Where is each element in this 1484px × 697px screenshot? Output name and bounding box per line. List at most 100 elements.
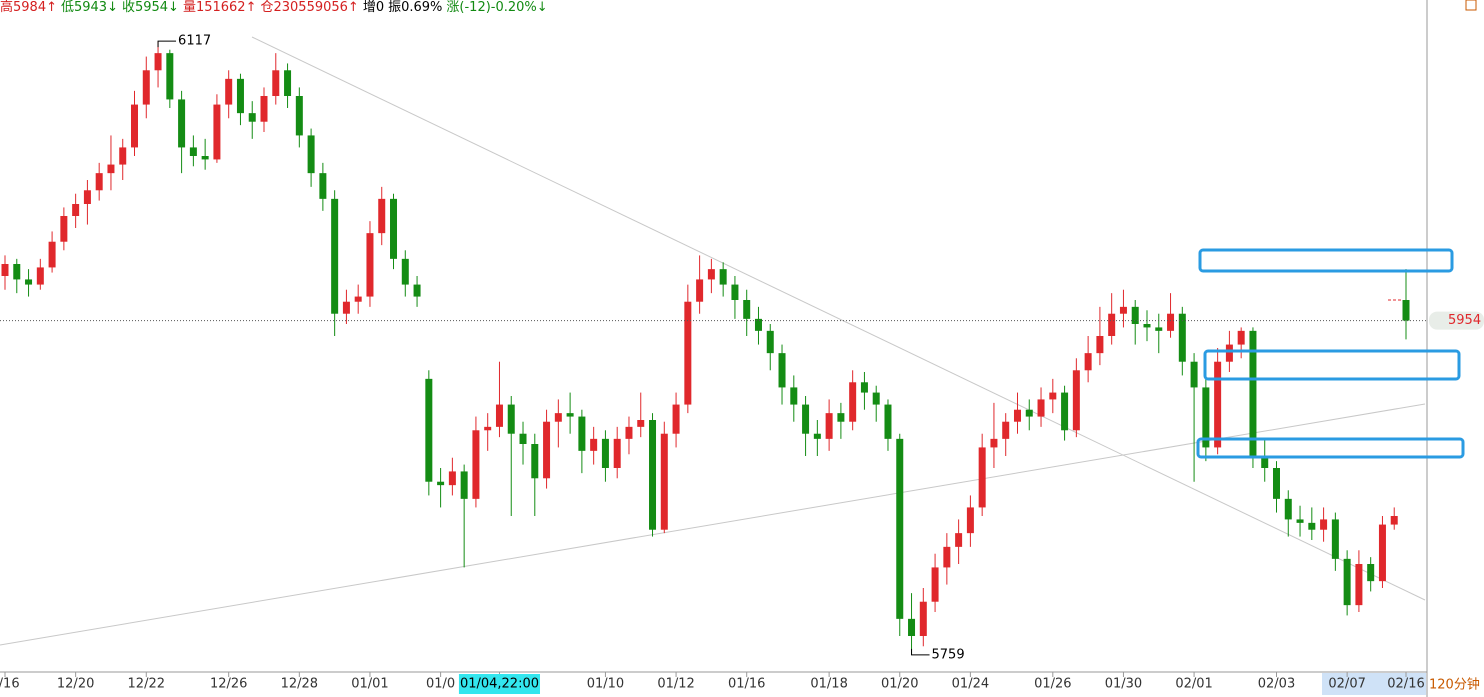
range-highlight: [1322, 673, 1426, 695]
candle-body: [1037, 399, 1045, 417]
candle-body: [1272, 468, 1280, 499]
candle-body: [872, 392, 880, 405]
quote-field: 低5943↓: [60, 0, 118, 15]
candle-body: [319, 173, 327, 199]
candle-body: [1061, 392, 1069, 431]
candle-body: [543, 421, 551, 479]
candle-body: [1284, 498, 1292, 520]
x-tick-label: 02/07: [1328, 677, 1365, 692]
candle-body: [837, 413, 845, 422]
quote-field: 仓230559056↑: [260, 0, 359, 15]
x-tick-label: 01/10: [587, 677, 624, 692]
candle-body: [1331, 519, 1339, 559]
candle-body: [413, 284, 421, 297]
candle-body: [1131, 306, 1139, 324]
candle-body: [919, 601, 927, 636]
candle-body: [401, 258, 409, 285]
trend-line: [251, 36, 1426, 601]
candle-body: [1013, 409, 1021, 422]
candle-body: [166, 53, 174, 100]
candle-body: [719, 269, 727, 285]
candle-body: [707, 269, 715, 280]
candle-body: [790, 387, 798, 405]
annotation-box[interactable]: [1203, 349, 1461, 381]
candle-body: [495, 404, 503, 427]
candle-body: [637, 420, 645, 427]
max-label: 6117: [178, 34, 211, 49]
candle-body: [154, 53, 162, 71]
x-tick-label: 12/20: [57, 677, 94, 692]
max-pointer: [157, 40, 177, 48]
candle-body: [1108, 313, 1116, 336]
candle-body: [1249, 330, 1257, 456]
quote-header: 高5984↑ 低5943↓ 收5954↓ 量151662↑ 仓230559056↑ 增0 振…: [0, 0, 552, 16]
annotation-box[interactable]: [1196, 437, 1465, 459]
candle-body: [260, 96, 268, 122]
candle-body: [1320, 519, 1328, 530]
candle-body: [390, 198, 398, 259]
candle-body: [36, 267, 44, 285]
x-tick-label: 01/16: [728, 677, 765, 692]
candle-body: [1, 264, 9, 276]
candle-body: [1202, 387, 1210, 448]
candle-body: [1343, 558, 1351, 606]
candle-body: [672, 404, 680, 434]
candle-body: [884, 404, 892, 439]
candle-body: [908, 618, 916, 636]
candle-body: [684, 301, 692, 405]
candle-body: [1402, 300, 1410, 321]
candle-body: [484, 426, 492, 431]
candle-body: [1214, 361, 1222, 448]
period-label: 120分钟: [1429, 677, 1480, 693]
x-tick-label: 01/20: [881, 677, 918, 692]
min-pointer: [911, 648, 930, 656]
candle-body: [142, 70, 150, 105]
candle-body: [1390, 516, 1398, 525]
candle-body: [331, 198, 339, 314]
candle-body: [119, 147, 127, 165]
candle-body: [778, 353, 786, 388]
candle-body: [272, 70, 280, 96]
candle-body: [1119, 306, 1127, 314]
x-tick-label: 12/22: [128, 677, 165, 692]
candle-body: [1002, 421, 1010, 439]
candle-body: [978, 447, 986, 508]
candle-body: [601, 438, 609, 468]
candle-body: [460, 471, 468, 499]
candle-body: [1155, 327, 1163, 331]
candle-body: [1025, 409, 1033, 417]
candle-body: [472, 430, 480, 499]
x-tick-label: 01/24: [952, 677, 989, 692]
candle-body: [1190, 361, 1198, 388]
x-tick-label: 01/30: [1105, 677, 1142, 692]
quote-field: 高5984↑: [0, 0, 57, 15]
quote-field: 量151662↑: [182, 0, 257, 15]
candle-body: [354, 296, 362, 302]
candle-body: [731, 284, 739, 300]
candle-body: [60, 216, 68, 242]
candle-body: [507, 404, 515, 434]
x-tick-label: 01/0: [426, 677, 455, 692]
x-tick-label: 2/16: [0, 677, 20, 692]
candle-body: [613, 438, 621, 468]
candle-body: [342, 301, 350, 314]
candle-body: [1096, 336, 1104, 354]
annotation-box[interactable]: [1198, 248, 1454, 273]
x-tick-label: 12/28: [281, 677, 318, 692]
candle-body: [649, 420, 657, 530]
candle-body: [943, 546, 951, 568]
x-tick-label: 02/16: [1387, 677, 1424, 692]
candle-body: [236, 78, 244, 114]
x-tick-label: 02/03: [1258, 677, 1295, 692]
quote-field: 涨(-12)-0.20%↓: [446, 0, 548, 15]
candle-body: [307, 135, 315, 174]
x-tick-label: 01/12: [657, 677, 694, 692]
candle-body: [660, 433, 668, 530]
candle-body: [1261, 456, 1269, 468]
window-button[interactable]: [1465, 0, 1477, 11]
candle-body: [248, 113, 256, 122]
candle-body: [1049, 392, 1057, 400]
candle-body: [378, 198, 386, 234]
